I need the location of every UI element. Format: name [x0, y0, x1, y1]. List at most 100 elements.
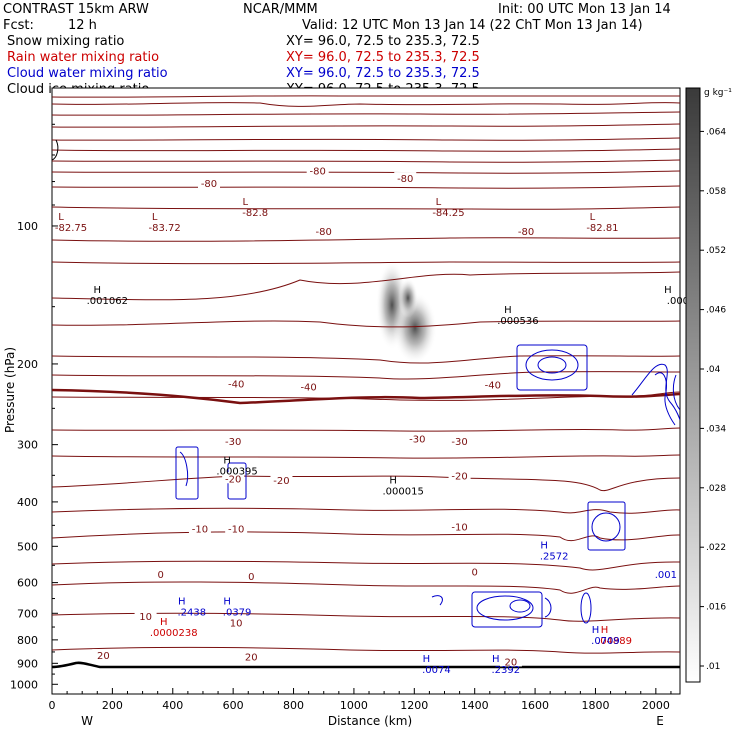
high-low-value: .001: [655, 570, 677, 581]
colorbar-tick-label: .058: [706, 187, 726, 197]
high-low-letter: H: [540, 540, 548, 551]
colorbar-tick-label: .046: [706, 306, 726, 316]
high-low-letter: H: [504, 305, 512, 316]
high-low-value: .000536: [497, 316, 538, 327]
high-low-letter: H: [492, 654, 500, 665]
colorbar-tick-label: .016: [706, 603, 726, 613]
x-tick-label: 2000: [642, 699, 670, 712]
temperature-contour-label: -20: [225, 474, 241, 485]
colorbar-tick-label: .052: [706, 246, 726, 256]
temperature-contour-label: -40: [485, 381, 501, 392]
temperature-contour-label: -80: [310, 166, 326, 177]
label-mask: [198, 177, 220, 189]
colorbar-unit: g kg⁻¹: [704, 88, 732, 98]
temperature-contour-label: 20: [245, 652, 258, 663]
colorbar-tick-label: .04: [706, 365, 721, 375]
colorbar: g kg⁻¹ .064 .058 .052 .046 .04 .034 .028 .022 .0…: [685, 87, 732, 683]
field-xy: XY= 96.0, 72.5 to 235.3, 72.5: [286, 66, 480, 81]
label-mask: [499, 655, 522, 667]
label-mask: [225, 377, 248, 389]
high-low-value: .2392: [492, 665, 521, 676]
high-low-value: .0074: [422, 665, 451, 676]
temperature-contour-label: 0: [248, 572, 254, 583]
label-mask: [225, 616, 248, 628]
label-mask: [240, 569, 263, 581]
x-tick-label: 400: [162, 699, 183, 712]
high-low-value: .0379: [223, 608, 252, 619]
terrain-line: [52, 661, 680, 669]
high-low-letter: H: [94, 285, 102, 296]
high-low-value: .001062: [87, 296, 128, 307]
field-xy: XY= 96.0, 72.5 to 235.3, 72.5: [286, 50, 480, 65]
temperature-contours: [52, 95, 680, 654]
temperature-contour-label: -40: [300, 382, 316, 393]
temperature-contour-label: 10: [139, 612, 152, 623]
snow-shading: [376, 260, 437, 364]
colorbar-tick-label: .022: [706, 543, 726, 553]
y-tick-label: 100: [17, 220, 38, 233]
high-low-value: -82.8: [242, 208, 268, 219]
x-tick-label: 1600: [521, 699, 549, 712]
high-low-letter: H: [389, 476, 397, 487]
y-tick-label: 600: [17, 577, 38, 590]
high-low-value: -84.25: [432, 208, 464, 219]
init-time: Init: 00 UTC Mon 13 Jan 14: [498, 2, 671, 17]
valid-time: Valid: 12 UTC Mon 13 Jan 14 (22 ChT Mon …: [302, 18, 643, 33]
high-low-markers: L-82.75L-83.72L-82.8L-84.25 L-82.81H.0010…: [55, 197, 689, 676]
high-low-letter: H: [160, 617, 168, 628]
plot-frame: [51, 87, 681, 695]
temperature-contour-label: 0: [472, 567, 478, 578]
label-mask: [515, 224, 538, 236]
y-tick-label: 300: [17, 439, 38, 452]
cloud-water-contours: [175, 344, 680, 628]
x-axis-left-end: W: [81, 714, 93, 728]
fcst-value: 12 h: [68, 18, 97, 33]
temperature-contour-label: -10: [192, 525, 208, 536]
temperature-contour-label: -20: [273, 476, 289, 487]
high-low-letter: H: [423, 654, 431, 665]
temperature-contour-label: -80: [518, 227, 534, 238]
x-axis: 0 200 400 600 800 1000 1200 1400 1600 1800 2000: [49, 688, 672, 712]
label-mask: [406, 432, 429, 444]
colorbar-bar: [685, 87, 701, 683]
temperature-contour-label: -30: [225, 437, 241, 448]
x-tick-label: 200: [102, 699, 123, 712]
label-mask: [394, 172, 417, 184]
high-low-value: .000: [667, 296, 689, 307]
high-low-letter: H: [601, 625, 609, 636]
high-low-letter: L: [242, 197, 248, 208]
label-mask: [448, 520, 471, 532]
x-tick-label: 1400: [461, 699, 489, 712]
colorbar-tick-label: .064: [706, 127, 726, 137]
high-low-letter: L: [58, 212, 64, 223]
high-low-value: .000015: [382, 487, 423, 498]
x-tick-label: 1000: [340, 699, 368, 712]
x-tick-label: 1800: [581, 699, 609, 712]
high-low-value: -83.72: [149, 223, 181, 234]
org-label: NCAR/MMM: [243, 2, 318, 17]
y-tick-label: 800: [17, 634, 38, 647]
label-mask: [481, 378, 504, 390]
temperature-contour-label: -10: [451, 523, 467, 534]
temperature-contour-label: 10: [230, 619, 243, 630]
label-mask: [270, 473, 293, 485]
label-mask: [134, 609, 157, 621]
label-mask: [297, 380, 320, 392]
high-low-value: .000395: [216, 467, 257, 478]
temperature-labels: -80 -80 -80 -80 -80 -40 -40 -40 -30 -30 -30 -20 -20 -…: [92, 164, 538, 668]
high-low-value: .0709: [591, 636, 620, 647]
label-mask: [448, 469, 471, 481]
high-low-value: .04889: [597, 636, 632, 647]
colorbar-tick-label: .01: [706, 662, 720, 672]
high-low-letter: L: [590, 212, 596, 223]
x-tick-label: 800: [283, 699, 304, 712]
model-title: CONTRAST 15km ARW: [3, 2, 149, 17]
high-low-letter: L: [152, 212, 158, 223]
x-axis-title: Distance (km): [328, 714, 412, 728]
temperature-contour-label: 20: [97, 651, 110, 662]
temperature-contour-label: -80: [397, 174, 413, 185]
y-axis-title: Pressure (hPa): [3, 347, 17, 433]
label-mask: [306, 164, 329, 176]
y-tick-label: 200: [17, 358, 38, 371]
